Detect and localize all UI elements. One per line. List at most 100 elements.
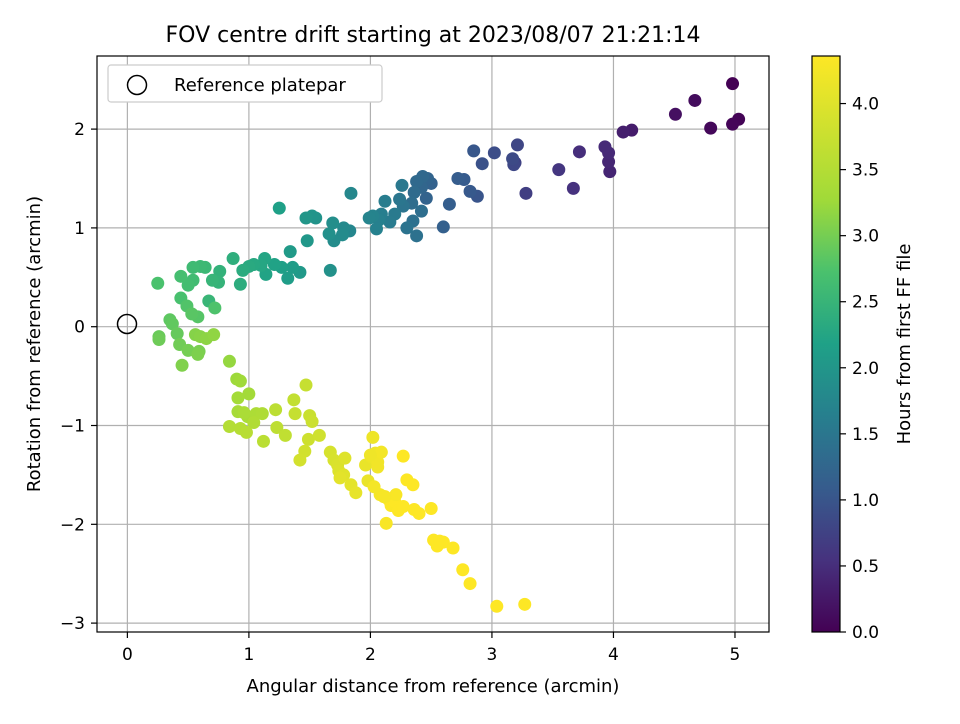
grid-lines	[97, 56, 769, 632]
data-point	[598, 140, 612, 154]
data-point	[726, 117, 740, 131]
data-point	[366, 430, 380, 444]
x-tick-label: 4	[608, 645, 619, 665]
data-point	[237, 406, 251, 420]
data-point	[379, 516, 393, 530]
data-point	[207, 328, 221, 342]
data-point	[389, 488, 403, 502]
data-point	[326, 216, 340, 230]
data-point	[475, 157, 489, 171]
data-point	[213, 264, 227, 278]
data-point	[338, 451, 352, 465]
data-point	[467, 144, 481, 158]
data-point	[247, 416, 261, 430]
data-point	[456, 563, 470, 577]
data-point	[272, 201, 286, 215]
y-tick-label: 1	[74, 219, 85, 239]
data-point	[174, 269, 188, 283]
plot-frame	[96, 55, 770, 633]
colorbar-tick-label: 4.0	[852, 95, 879, 115]
data-point	[442, 197, 456, 211]
data-point	[170, 327, 184, 341]
x-axis-ticks: 0 1 2 3 4 5	[122, 632, 740, 665]
data-point	[463, 184, 477, 198]
data-point	[410, 229, 424, 243]
data-point	[463, 577, 477, 591]
data-point	[181, 278, 195, 292]
data-point	[231, 391, 245, 405]
data-point	[151, 276, 165, 290]
data-point	[293, 453, 307, 467]
data-point	[270, 420, 284, 434]
data-point	[510, 138, 524, 152]
data-point	[552, 163, 566, 177]
data-point	[349, 486, 363, 500]
data-point	[396, 500, 410, 514]
data-point	[299, 211, 313, 225]
data-point	[603, 165, 617, 179]
data-point	[519, 186, 533, 200]
legend: Reference platepar	[107, 64, 383, 103]
colorbar-tick-label: 3.5	[852, 161, 879, 181]
data-point	[410, 174, 424, 188]
colorbar-tick-label: 2.0	[852, 359, 879, 379]
data-point	[688, 93, 702, 107]
data-point	[506, 152, 520, 166]
data-point	[344, 186, 358, 200]
y-tick-label: −3	[60, 614, 85, 634]
data-point	[288, 407, 302, 421]
y-axis-ticks: −3 −2 −1 0 1 2	[60, 120, 97, 634]
x-tick-label: 2	[365, 645, 376, 665]
x-tick-label: 0	[122, 645, 133, 665]
colorbar-tick-label: 2.5	[852, 293, 879, 313]
colorbar-tick-label: 0.0	[852, 623, 879, 643]
data-point	[305, 415, 319, 429]
x-tick-label: 5	[730, 645, 741, 665]
data-point	[165, 317, 179, 331]
data-point	[300, 234, 314, 248]
data-point	[395, 178, 409, 192]
y-tick-label: −1	[60, 417, 85, 437]
data-point	[239, 425, 253, 439]
legend-label: Reference platepar	[174, 75, 346, 96]
colorbar-label: Hours from first FF file	[894, 244, 915, 445]
data-point	[572, 145, 586, 159]
y-tick-label: −2	[60, 515, 85, 535]
data-point	[412, 506, 426, 520]
data-point	[362, 211, 376, 225]
data-point	[286, 260, 300, 274]
data-point	[383, 215, 397, 229]
data-point	[269, 403, 283, 417]
data-point	[374, 445, 388, 459]
data-point	[436, 535, 450, 549]
data-point	[233, 277, 247, 291]
data-point	[283, 245, 297, 259]
data-point	[378, 194, 392, 208]
x-tick-label: 3	[487, 645, 498, 665]
data-point	[333, 471, 347, 485]
data-point	[451, 172, 465, 186]
reference-platepar-marker	[116, 313, 138, 335]
data-point	[566, 181, 580, 195]
data-point	[414, 204, 428, 218]
data-point	[668, 107, 682, 121]
data-point	[323, 263, 337, 277]
data-point	[393, 192, 407, 206]
data-point	[175, 358, 189, 372]
data-point	[322, 227, 336, 241]
data-point	[287, 393, 301, 407]
data-point	[242, 387, 256, 401]
data-point	[181, 343, 195, 357]
data-point	[487, 146, 501, 160]
data-point	[396, 449, 410, 463]
data-point	[602, 155, 616, 169]
data-point	[424, 502, 438, 516]
legend-box	[107, 64, 383, 103]
colorbar-tick-label: 1.0	[852, 491, 879, 511]
data-point	[222, 354, 236, 368]
y-tick-label: 2	[74, 120, 85, 140]
x-tick-label: 1	[243, 645, 254, 665]
colorbar: 0.0 0.5 1.0 1.5 2.0 2.5 3.0 3.5 4.0 Hours from f…	[811, 55, 915, 643]
